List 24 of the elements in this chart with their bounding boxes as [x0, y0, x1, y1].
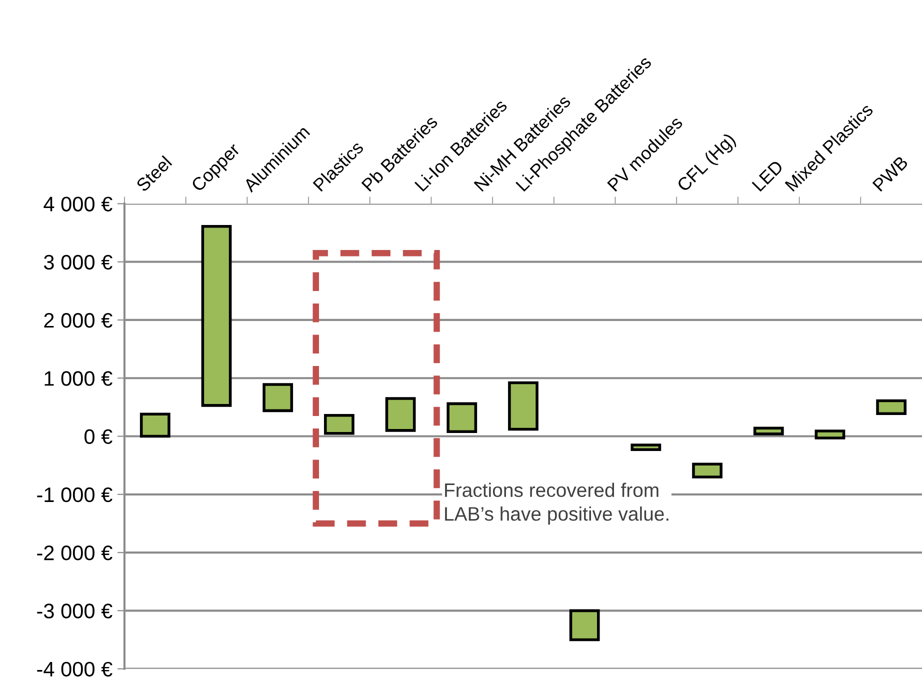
- bar: [876, 399, 907, 415]
- bar: [446, 402, 478, 433]
- bar: [753, 426, 784, 436]
- y-tick-label: -4 000 €: [37, 662, 112, 677]
- y-tick-label: -1 000 €: [37, 487, 112, 502]
- bar: [569, 609, 600, 642]
- bar: [508, 381, 538, 431]
- y-tick-label: 3 000 €: [44, 254, 112, 270]
- bar: [630, 444, 662, 452]
- bar: [324, 414, 354, 435]
- y-tick-label: -3 000 €: [37, 604, 112, 618]
- y-tick-label: 2 000 €: [44, 312, 112, 328]
- annotation: Fractions recovered from LAB’s have positive value.: [445, 482, 668, 525]
- bar: [201, 224, 232, 407]
- bar: [140, 412, 170, 438]
- y-tick-label: 1 000 €: [44, 371, 112, 386]
- x-tick-label: LED: [752, 160, 784, 192]
- y-tick-label: 0 €: [84, 429, 112, 444]
- bar: [262, 383, 294, 412]
- bar: [814, 430, 846, 440]
- bar: [692, 462, 722, 478]
- y-tick-label: 4 000 €: [44, 196, 112, 212]
- y-tick-label: -2 000 €: [37, 546, 112, 560]
- bar: [385, 397, 416, 432]
